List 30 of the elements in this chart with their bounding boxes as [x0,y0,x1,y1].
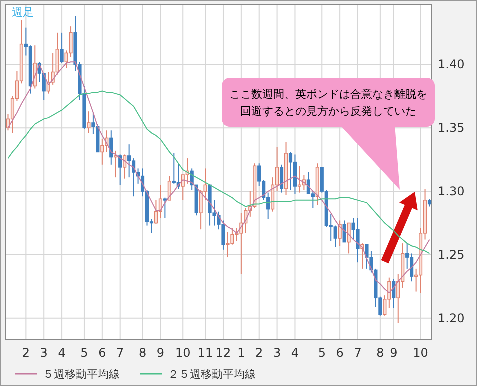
x-tick-label: 7 [116,346,124,360]
x-tick-label: 3 [40,346,48,360]
x-tick-label: 5 [318,346,326,360]
x-tick-label: 4 [58,346,66,360]
x-tick-label: 7 [354,346,362,360]
x-tick-label: 10 [413,346,428,360]
x-tick-label: 4 [291,346,300,360]
legend-label: ２５週移動平均線 [168,368,256,381]
x-tick-label: 3 [273,346,282,360]
y-tick-label: 1.20 [438,311,465,326]
x-tick-label: 2 [256,346,264,360]
x-tick-label: 9 [156,346,165,360]
x-tick-label: 12 [216,346,232,360]
x-tick-label: 1 [238,346,246,360]
legend-label: ５週移動平均線 [43,368,120,381]
y-tick-label: 1.25 [438,248,465,262]
y-tick-label: 1.40 [438,58,465,72]
x-tick-label: 10 [175,346,191,360]
x-tick-label: 2 [22,346,30,360]
annotation: ここ数週間、英ポンドは合意なき離脱を回避するとの見方から反発していた [230,88,428,118]
x-tick-label: 5 [80,346,88,360]
chart-title: 週足 [12,6,34,19]
x-tick-label: 6 [336,346,344,360]
x-tick-label: 8 [376,346,384,360]
x-tick-label: 9 [390,346,398,360]
y-tick-label: 1.30 [438,184,465,199]
x-tick-label: 8 [138,346,147,360]
x-tick-label: 11 [198,346,214,360]
x-tick-label: 6 [98,346,106,360]
y-tick-label: 1.35 [438,121,465,136]
